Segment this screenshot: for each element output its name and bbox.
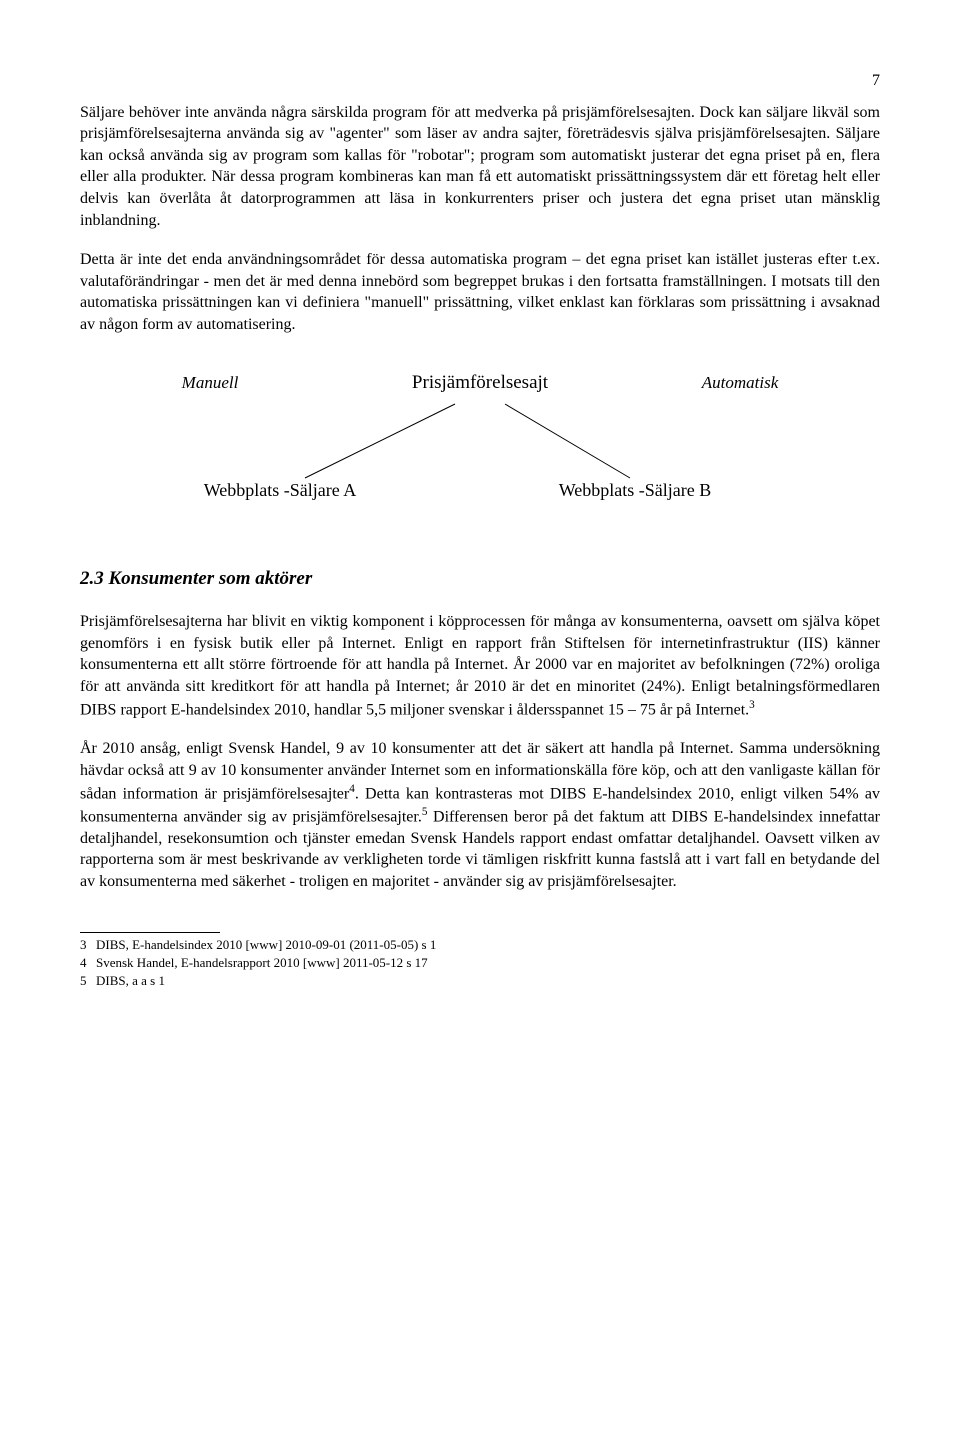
footnote-5-num: 5 — [80, 973, 96, 990]
diagram-edge — [505, 404, 630, 478]
footnote-3-num: 3 — [80, 937, 96, 954]
footnote-4-text: Svensk Handel, E-handelsrapport 2010 [ww… — [96, 955, 428, 970]
paragraph-1: Säljare behöver inte använda några särsk… — [80, 102, 880, 232]
footnote-4: 4Svensk Handel, E-handelsrapport 2010 [w… — [80, 955, 880, 972]
diagram-node-webA: Webbplats -Säljare A — [204, 480, 357, 500]
paragraph-3: Prisjämförelsesajterna har blivit en vik… — [80, 611, 880, 720]
footnote-3-text: DIBS, E-handelsindex 2010 [www] 2010-09-… — [96, 937, 436, 952]
paragraph-2: Detta är inte det enda användningsområde… — [80, 249, 880, 335]
paragraph-4: År 2010 ansåg, enligt Svensk Handel, 9 a… — [80, 738, 880, 892]
footnote-ref-3: 3 — [749, 699, 755, 711]
diagram-node-automatisk: Automatisk — [701, 373, 779, 392]
footnote-5: 5DIBS, a a s 1 — [80, 973, 880, 990]
diagram-svg: Manuell Prisjämförelsesajt Automatisk Webbp… — [130, 366, 830, 516]
footnote-4-num: 4 — [80, 955, 96, 972]
diagram-node-webB: Webbplats -Säljare B — [559, 480, 712, 500]
footnote-rule — [80, 932, 220, 933]
diagram-node-prisjamf: Prisjämförelsesajt — [412, 372, 549, 393]
footnote-5-text: DIBS, a a s 1 — [96, 973, 165, 988]
page-number: 7 — [80, 70, 880, 92]
footnotes: 3DIBS, E-handelsindex 2010 [www] 2010-09… — [80, 937, 880, 990]
diagram-node-manuell: Manuell — [181, 373, 239, 392]
footnote-3: 3DIBS, E-handelsindex 2010 [www] 2010-09… — [80, 937, 880, 954]
paragraph-3-text: Prisjämförelsesajterna har blivit en vik… — [80, 613, 880, 718]
diagram-container: Manuell Prisjämförelsesajt Automatisk Webbp… — [80, 366, 880, 516]
diagram-edge — [305, 404, 455, 478]
section-heading-2-3: 2.3 Konsumenter som aktörer — [80, 566, 880, 592]
